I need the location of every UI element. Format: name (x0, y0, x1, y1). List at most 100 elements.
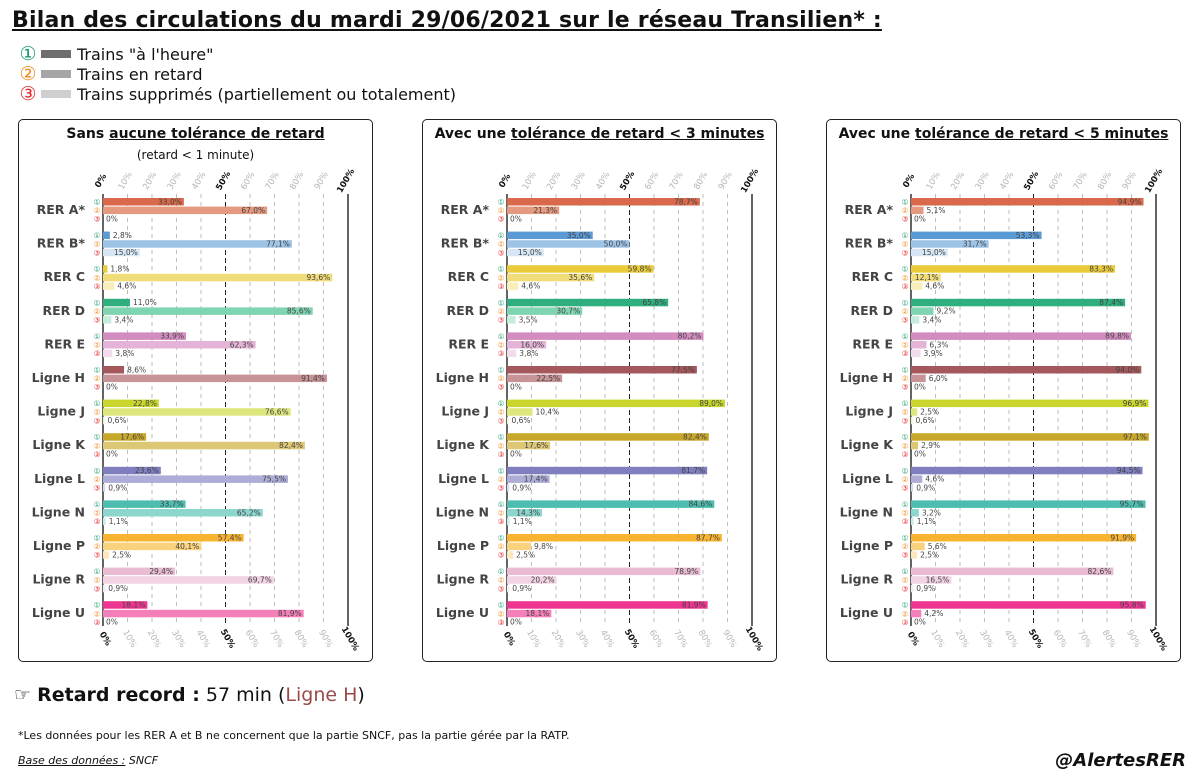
category-label: Ligne L (34, 471, 85, 486)
data-label: 33,7% (160, 500, 184, 509)
bar (103, 198, 184, 206)
category-label: Ligne J (37, 404, 85, 419)
data-label: 0% (510, 618, 522, 627)
series-marker: ② (94, 206, 101, 215)
tick-label-bottom: 50% (622, 628, 641, 651)
series-marker: ③ (498, 215, 505, 224)
tick-label-top: 90% (313, 170, 331, 191)
bar (507, 349, 517, 358)
category-label: RER C (44, 269, 85, 284)
tick-label-top: 30% (570, 170, 588, 191)
category-label: Ligne N (436, 504, 489, 519)
series-marker: ① (498, 231, 505, 240)
bar (911, 542, 925, 551)
source-value: SNCF (128, 754, 159, 767)
category-label: Ligne U (840, 605, 893, 620)
bar (911, 484, 914, 492)
category-label: Ligne K (436, 437, 490, 452)
category-label: RER B* (37, 236, 86, 251)
series-marker: ① (94, 399, 101, 408)
data-label: 15,0% (922, 248, 946, 257)
data-label: 18,1% (526, 609, 550, 618)
data-label: 65,2% (237, 508, 261, 517)
series-marker: ② (902, 441, 909, 450)
data-label: 6,0% (929, 374, 948, 383)
series-marker: ② (94, 509, 101, 518)
data-label: 15,0% (114, 248, 138, 257)
series-marker: ② (498, 609, 505, 618)
bar (911, 198, 1144, 206)
tick-label-bottom: 70% (1075, 628, 1093, 649)
data-label: 77,1% (266, 240, 290, 249)
series-marker: ③ (902, 450, 909, 459)
bar (507, 282, 519, 290)
data-label: 0,9% (108, 483, 127, 492)
data-label: 0,9% (512, 584, 531, 593)
tick-label-bottom: 100% (339, 625, 361, 653)
tick-label-top: 80% (288, 170, 306, 191)
series-marker: ③ (902, 349, 909, 358)
bar (103, 517, 106, 526)
category-label: RER B* (845, 236, 894, 251)
tick-label-bottom: 0% (97, 630, 113, 648)
bar (911, 332, 1132, 340)
bar (507, 609, 552, 618)
series-marker: ③ (902, 618, 909, 627)
series-marker: ③ (94, 383, 101, 392)
data-label: 20,2% (531, 576, 555, 585)
tick-label-top: 30% (974, 170, 992, 191)
series-marker: ① (94, 433, 101, 442)
chart-title-underlined: tolérance de retard < 5 minutes (915, 126, 1169, 142)
series-marker: ① (498, 466, 505, 475)
data-label: 78,7% (674, 197, 698, 206)
bar (507, 374, 563, 383)
data-label: 3,8% (115, 349, 134, 358)
tick-label-bottom: 30% (169, 628, 187, 649)
data-label: 53,3% (1016, 231, 1040, 240)
series-marker: ③ (902, 416, 909, 425)
bar (103, 509, 263, 517)
bar (103, 408, 291, 416)
bar (911, 366, 1142, 374)
category-label: Ligne N (840, 504, 893, 519)
series-marker: ② (498, 576, 505, 585)
bar (507, 500, 715, 508)
data-label: 65,8% (642, 298, 666, 307)
bar (103, 307, 313, 315)
data-label: 59,8% (628, 265, 652, 274)
bar (911, 399, 1149, 408)
legend-label-late: Trains en retard (77, 64, 203, 84)
series-marker: ② (902, 307, 909, 316)
series-marker: ① (498, 198, 505, 207)
category-label: Ligne R (32, 572, 85, 587)
data-label: 82,4% (683, 433, 707, 442)
data-label: 75,5% (262, 475, 286, 484)
series-marker: ② (94, 441, 101, 450)
bar (507, 341, 547, 349)
tick-label-bottom: 10% (928, 628, 946, 649)
bar (507, 198, 700, 206)
legend-swatch-cancelled (41, 90, 71, 98)
tick-label-bottom: 90% (1124, 628, 1142, 649)
series-marker: ② (498, 341, 505, 350)
series-marker: ② (94, 408, 101, 417)
bar (507, 567, 701, 576)
category-label: RER D (446, 303, 489, 318)
data-label: 77,5% (671, 365, 695, 374)
series-marker: ① (902, 366, 909, 375)
series-marker: ② (902, 374, 909, 383)
data-label: 82,6% (1088, 567, 1112, 576)
series-marker: ① (498, 332, 505, 341)
bar (103, 332, 187, 340)
bar (507, 416, 509, 425)
bar (103, 441, 305, 450)
series-marker: ① (902, 399, 909, 408)
series-marker: ② (498, 273, 505, 282)
tick-label-bottom: 60% (1051, 628, 1069, 649)
data-label: 2,9% (921, 441, 940, 450)
series-marker: ① (94, 265, 101, 274)
data-label: 0,6% (915, 416, 934, 425)
series-marker: ② (902, 273, 909, 282)
series-marker: ② (498, 542, 505, 551)
data-label: 4,6% (117, 282, 136, 291)
